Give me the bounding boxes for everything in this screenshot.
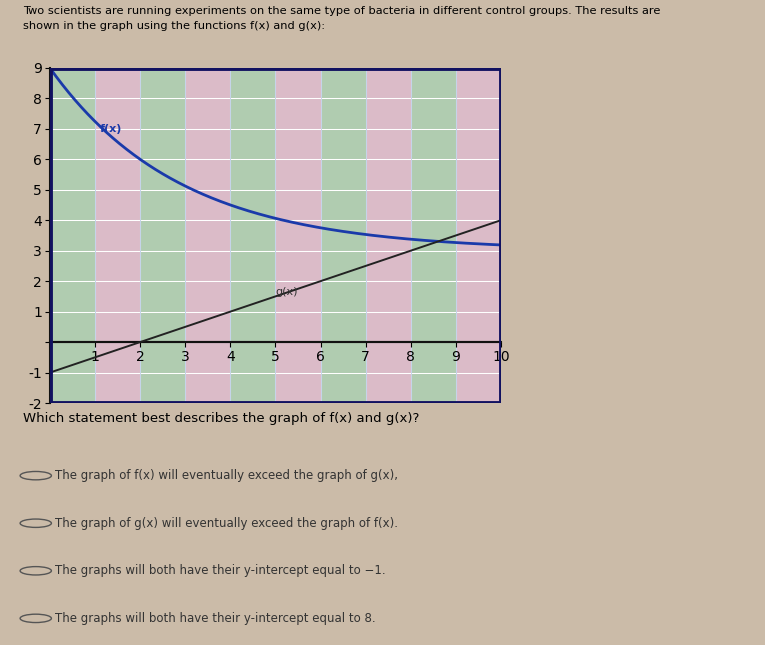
Bar	[140, 68, 185, 403]
Text: The graph of f(x) will eventually exceed the graph of g(x),: The graph of f(x) will eventually exceed…	[55, 469, 398, 482]
Text: Two scientists are running experiments on the same type of bacteria in different: Two scientists are running experiments o…	[23, 6, 660, 31]
Bar	[366, 68, 411, 403]
Text: The graph of g(x) will eventually exceed the graph of f(x).: The graph of g(x) will eventually exceed…	[55, 517, 398, 530]
Bar	[50, 68, 95, 403]
Bar	[275, 68, 321, 403]
Bar	[411, 68, 456, 403]
Text: Which statement best describes the graph of f(x) and g(x)?: Which statement best describes the graph…	[23, 412, 419, 425]
Bar	[230, 68, 275, 403]
Text: f(x): f(x)	[99, 124, 122, 134]
Bar	[95, 68, 140, 403]
Bar	[185, 68, 230, 403]
Bar	[321, 68, 366, 403]
Text: The graphs will both have their y-intercept equal to 8.: The graphs will both have their y-interc…	[55, 612, 376, 625]
Text: g(x): g(x)	[275, 287, 298, 297]
Bar	[50, 68, 501, 403]
Text: The graphs will both have their y-intercept equal to −1.: The graphs will both have their y-interc…	[55, 564, 386, 577]
Bar	[456, 68, 501, 403]
